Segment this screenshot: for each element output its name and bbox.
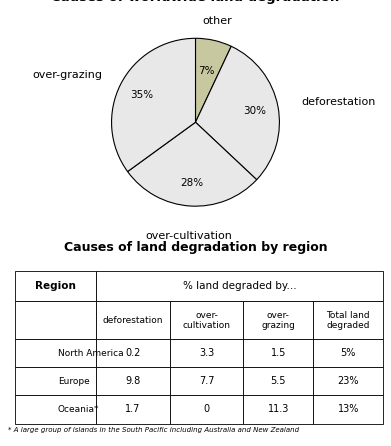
Text: * A large group of islands in the South Pacific including Australia and New Zeal: * A large group of islands in the South … <box>8 426 299 433</box>
Bar <box>15 396 96 424</box>
Bar <box>96 396 170 424</box>
Text: deforestation: deforestation <box>103 316 163 325</box>
Bar <box>15 368 96 396</box>
Wedge shape <box>196 38 231 122</box>
Text: deforestation: deforestation <box>301 97 375 107</box>
Text: % land degraded by...: % land degraded by... <box>183 281 297 291</box>
Text: 0: 0 <box>204 405 210 414</box>
Text: 5%: 5% <box>341 348 356 358</box>
Bar <box>96 339 170 368</box>
Wedge shape <box>127 122 256 206</box>
Text: 0.2: 0.2 <box>126 348 141 358</box>
Text: Causes of land degradation by region: Causes of land degradation by region <box>64 241 327 255</box>
Bar <box>244 339 313 368</box>
Bar <box>244 301 313 339</box>
Text: 9.8: 9.8 <box>126 376 141 386</box>
Bar <box>313 339 383 368</box>
Text: over-
cultivation: over- cultivation <box>183 311 231 330</box>
Text: 11.3: 11.3 <box>268 405 289 414</box>
Text: 1.7: 1.7 <box>126 405 141 414</box>
Bar <box>15 339 96 368</box>
Text: over-
grazing: over- grazing <box>262 311 295 330</box>
Wedge shape <box>196 46 280 180</box>
Text: 23%: 23% <box>337 376 359 386</box>
Text: Total land
degraded: Total land degraded <box>326 311 370 330</box>
Text: 3.3: 3.3 <box>199 348 214 358</box>
Text: 13%: 13% <box>337 405 359 414</box>
Bar <box>170 339 244 368</box>
Text: North America: North America <box>58 349 124 358</box>
Text: 7%: 7% <box>199 66 215 76</box>
Bar <box>96 301 170 339</box>
Bar <box>170 396 244 424</box>
Text: 30%: 30% <box>243 106 266 116</box>
Bar <box>313 368 383 396</box>
Bar <box>244 396 313 424</box>
Bar <box>244 368 313 396</box>
Text: other: other <box>202 16 232 25</box>
Text: Europe: Europe <box>58 377 90 386</box>
Bar <box>313 396 383 424</box>
Text: Oceania*: Oceania* <box>58 405 99 414</box>
Text: 7.7: 7.7 <box>199 376 214 386</box>
Text: 28%: 28% <box>180 178 203 188</box>
Title: Causes of worldwide land degradation: Causes of worldwide land degradation <box>51 0 340 4</box>
Bar <box>170 368 244 396</box>
Text: over-grazing: over-grazing <box>32 70 102 79</box>
Text: 35%: 35% <box>130 90 153 100</box>
Bar <box>15 301 96 339</box>
Bar <box>15 271 96 301</box>
Text: Region: Region <box>36 281 76 291</box>
Text: 5.5: 5.5 <box>271 376 286 386</box>
Text: over-cultivation: over-cultivation <box>145 231 232 241</box>
Bar <box>96 271 383 301</box>
Text: 1.5: 1.5 <box>271 348 286 358</box>
Bar <box>313 301 383 339</box>
Bar <box>96 368 170 396</box>
Wedge shape <box>111 38 196 172</box>
Bar <box>170 301 244 339</box>
